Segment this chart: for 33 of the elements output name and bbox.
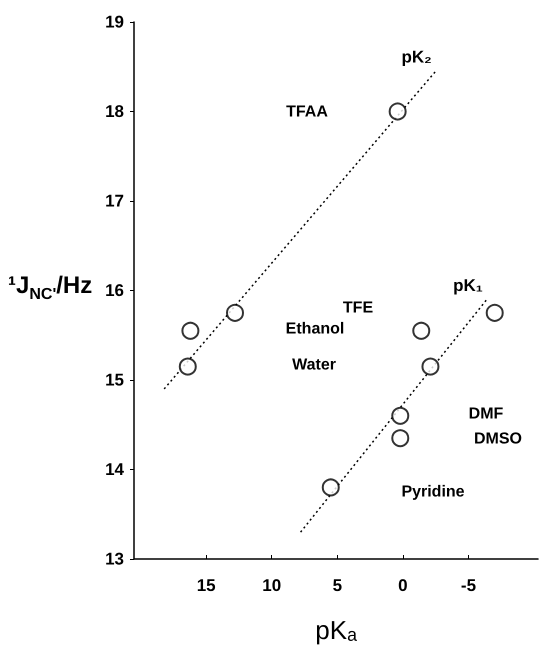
y-tick-label: 18 — [105, 102, 124, 121]
point — [421, 358, 440, 376]
point — [178, 358, 197, 376]
point — [388, 102, 407, 120]
point — [391, 429, 410, 448]
y-axis-title: ¹J$_{NC'}$/Hz — [8, 272, 92, 304]
annotation: Water — [292, 356, 336, 374]
point — [391, 406, 410, 425]
y-tick-label: 16 — [105, 281, 124, 300]
point — [412, 322, 430, 340]
y-tick-label: 19 — [105, 12, 124, 32]
x-tick-label: 5 — [332, 576, 342, 595]
x-tick-label: 0 — [398, 576, 408, 595]
annotation: DMSO — [474, 430, 522, 448]
point — [322, 478, 340, 496]
series-label: pK₂ — [401, 48, 432, 67]
x-axis-title: pKₐ — [315, 615, 358, 645]
annotation: DMF — [468, 406, 504, 422]
y-tick-label: 15 — [105, 370, 124, 390]
y-tick-label: 13 — [105, 550, 124, 568]
annotation: TFAA — [286, 104, 328, 120]
point — [226, 304, 244, 322]
x-tick-label: 15 — [196, 576, 216, 595]
annotation: Ethanol — [286, 320, 344, 338]
point — [486, 304, 504, 322]
x-tick-label: 10 — [262, 576, 282, 595]
annotation: Pyridine — [401, 484, 465, 500]
x-tick-label: -5 — [460, 576, 476, 595]
y-tick-label: 17 — [105, 192, 124, 210]
series-label: pK₁ — [453, 276, 483, 295]
annotation: TFE — [342, 300, 374, 316]
y-tick-label: 14 — [105, 460, 125, 479]
point — [181, 322, 200, 340]
